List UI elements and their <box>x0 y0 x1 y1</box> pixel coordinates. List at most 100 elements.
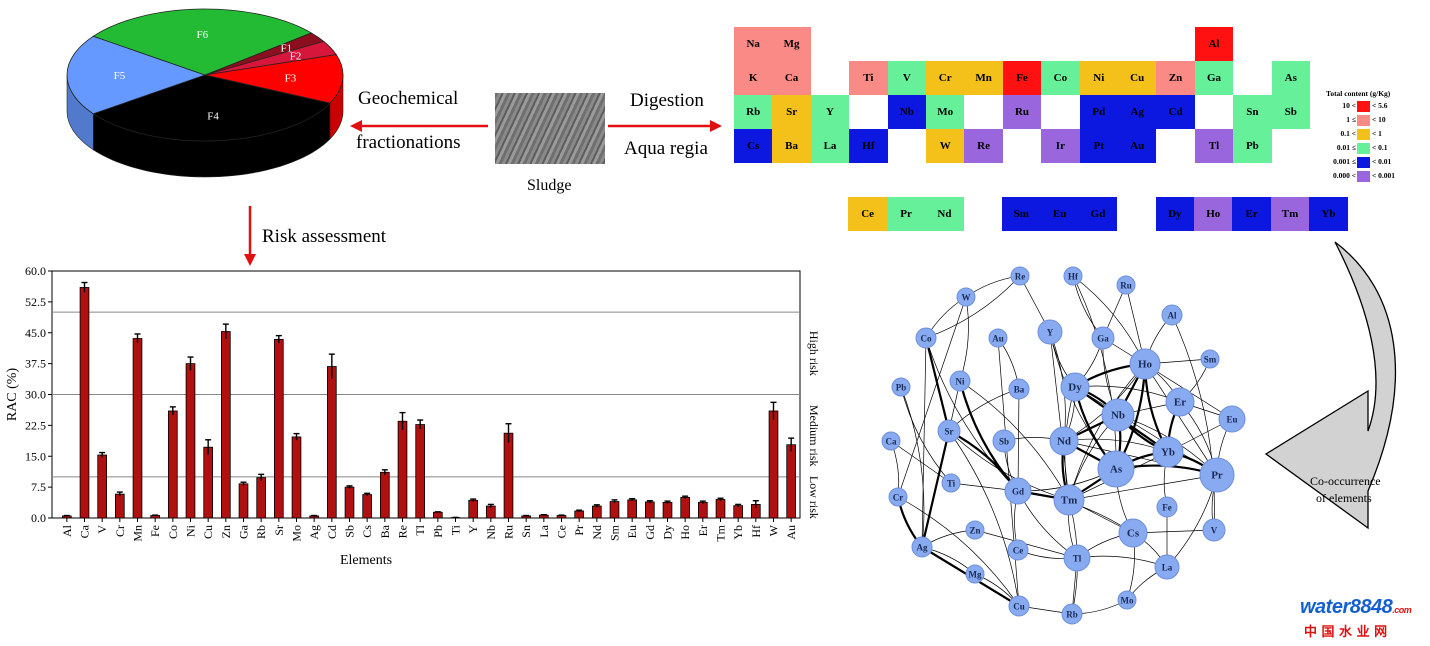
node-V: V <box>1202 518 1226 542</box>
x-tick-label-Tm: Tm <box>714 524 728 541</box>
svg-text:Cu: Cu <box>1013 602 1025 612</box>
edge-Re-Co <box>925 275 1021 339</box>
legend-lower-0: 10 < <box>1342 101 1356 110</box>
x-tick-label-Sr: Sr <box>272 525 286 536</box>
svg-text:Mg: Mg <box>969 570 982 580</box>
edge-Sr-Ag <box>920 430 951 548</box>
node-Ca: Ca <box>881 431 901 451</box>
node-Pb: Pb <box>891 377 911 397</box>
svg-text:Cr: Cr <box>893 493 904 503</box>
bar-Nb <box>486 505 496 519</box>
node-Yb: Yb <box>1152 436 1184 468</box>
x-tick-label-Cr: Cr <box>113 525 127 537</box>
edge-Pb-Ti <box>900 386 952 484</box>
y-tick-label: 37.5 <box>25 357 46 371</box>
node-Nb: Nb <box>1101 398 1135 432</box>
node-Y: Y <box>1037 319 1063 345</box>
legend-swatch-2 <box>1357 129 1370 140</box>
edge-Sr-Tm <box>948 430 1070 501</box>
svg-text:Gd: Gd <box>1012 487 1024 497</box>
legend-swatch-4 <box>1357 157 1370 168</box>
x-tick-label-Pb: Pb <box>431 525 445 538</box>
node-Sr: Sr <box>937 419 961 443</box>
pie-label-F6: F6 <box>197 29 209 41</box>
svg-text:Sr: Sr <box>945 427 954 437</box>
node-Re: Re <box>1010 266 1030 286</box>
sludge-photo <box>495 93 605 164</box>
node-W: W <box>956 287 976 307</box>
x-tick-label-Yb: Yb <box>731 525 745 540</box>
svg-text:Hf: Hf <box>1068 272 1079 282</box>
risk-zone-label: Low risk <box>807 476 821 519</box>
watermark-cn: 中 国 水 业 网 <box>1304 625 1388 640</box>
y-axis-label: RAC (%) <box>5 368 20 422</box>
x-axis-label: Elements <box>340 553 392 568</box>
svg-text:Mo: Mo <box>1121 596 1134 606</box>
node-La: La <box>1154 554 1180 580</box>
node-Mg: Mg <box>965 564 985 584</box>
x-tick-label-Ni: Ni <box>184 524 198 537</box>
svg-text:Ni: Ni <box>956 377 965 387</box>
node-Co: Co <box>915 327 937 349</box>
x-tick-label-Mn: Mn <box>131 525 145 542</box>
node-Nd: Nd <box>1049 426 1079 456</box>
y-tick-label: 0.0 <box>31 511 46 525</box>
y-tick-label: 60.0 <box>25 264 46 278</box>
x-tick-label-V: V <box>95 525 109 534</box>
svg-text:Nd: Nd <box>1057 436 1071 448</box>
pie-label-F3: F3 <box>285 73 297 85</box>
x-tick-label-Sm: Sm <box>608 524 622 541</box>
legend-swatch-5 <box>1357 171 1370 182</box>
bar-Mo <box>291 436 302 519</box>
bar-Nd <box>592 505 602 519</box>
legend-lower-5: 0.000 < <box>1332 171 1356 180</box>
watermark-logo: water8848.com <box>1300 596 1412 619</box>
x-tick-label-Dy: Dy <box>661 525 675 540</box>
bar-Ru <box>503 432 514 519</box>
edge-Au-Cu <box>997 337 1020 607</box>
bar-Ca <box>79 287 90 519</box>
bar-Ba <box>380 471 390 519</box>
node-Fe: Fe <box>1156 496 1178 518</box>
svg-text:Cs: Cs <box>1127 528 1140 540</box>
x-tick-label-Ru: Ru <box>502 525 516 539</box>
pie-label-F1: F1 <box>280 43 292 55</box>
svg-text:V: V <box>1211 526 1218 536</box>
x-tick-label-La: La <box>537 524 551 537</box>
risk-zone-label: Medium risk <box>807 405 821 467</box>
svg-text:Rb: Rb <box>1066 610 1078 620</box>
legend-upper-4: < 0.01 <box>1372 157 1392 166</box>
x-tick-label-Cs: Cs <box>360 525 374 538</box>
y-tick-label: 30.0 <box>25 388 46 402</box>
y-tick-label: 22.5 <box>25 418 46 432</box>
svg-text:Y: Y <box>1047 328 1054 338</box>
svg-text:Nb: Nb <box>1111 410 1125 422</box>
node-Ba: Ba <box>1008 378 1030 400</box>
legend-lower-3: 0.01 ≤ <box>1336 143 1356 152</box>
watermark-brand: water8848 <box>1300 596 1393 618</box>
edge-Pr-Tm <box>1068 474 1218 501</box>
node-Tm: Tm <box>1053 484 1085 516</box>
x-tick-label-Er: Er <box>696 525 710 536</box>
svg-text:Eu: Eu <box>1226 415 1237 425</box>
svg-text:Tl: Tl <box>1073 554 1082 564</box>
cooccurrence-label-2: of elements <box>1316 491 1372 505</box>
node-Er: Er <box>1165 387 1195 417</box>
x-tick-label-W: W <box>767 524 781 536</box>
node-Ti: Ti <box>941 473 961 493</box>
x-tick-label-Fe: Fe <box>148 525 162 537</box>
x-tick-label-Co: Co <box>166 525 180 539</box>
bar-Rb <box>256 477 266 519</box>
node-Zn: Zn <box>965 520 985 540</box>
bar-Tm <box>715 499 726 519</box>
edge-Ba-Sr <box>948 388 1020 432</box>
svg-text:Ru: Ru <box>1120 281 1132 291</box>
legend-lower-2: 0.1 < <box>1340 129 1356 138</box>
node-Dy: Dy <box>1060 372 1090 402</box>
x-tick-label-Zn: Zn <box>219 525 233 538</box>
x-tick-label-Au: Au <box>784 525 798 540</box>
bar-Zn <box>221 331 231 519</box>
svg-text:Ti: Ti <box>947 479 956 489</box>
legend-swatch-3 <box>1357 143 1370 154</box>
